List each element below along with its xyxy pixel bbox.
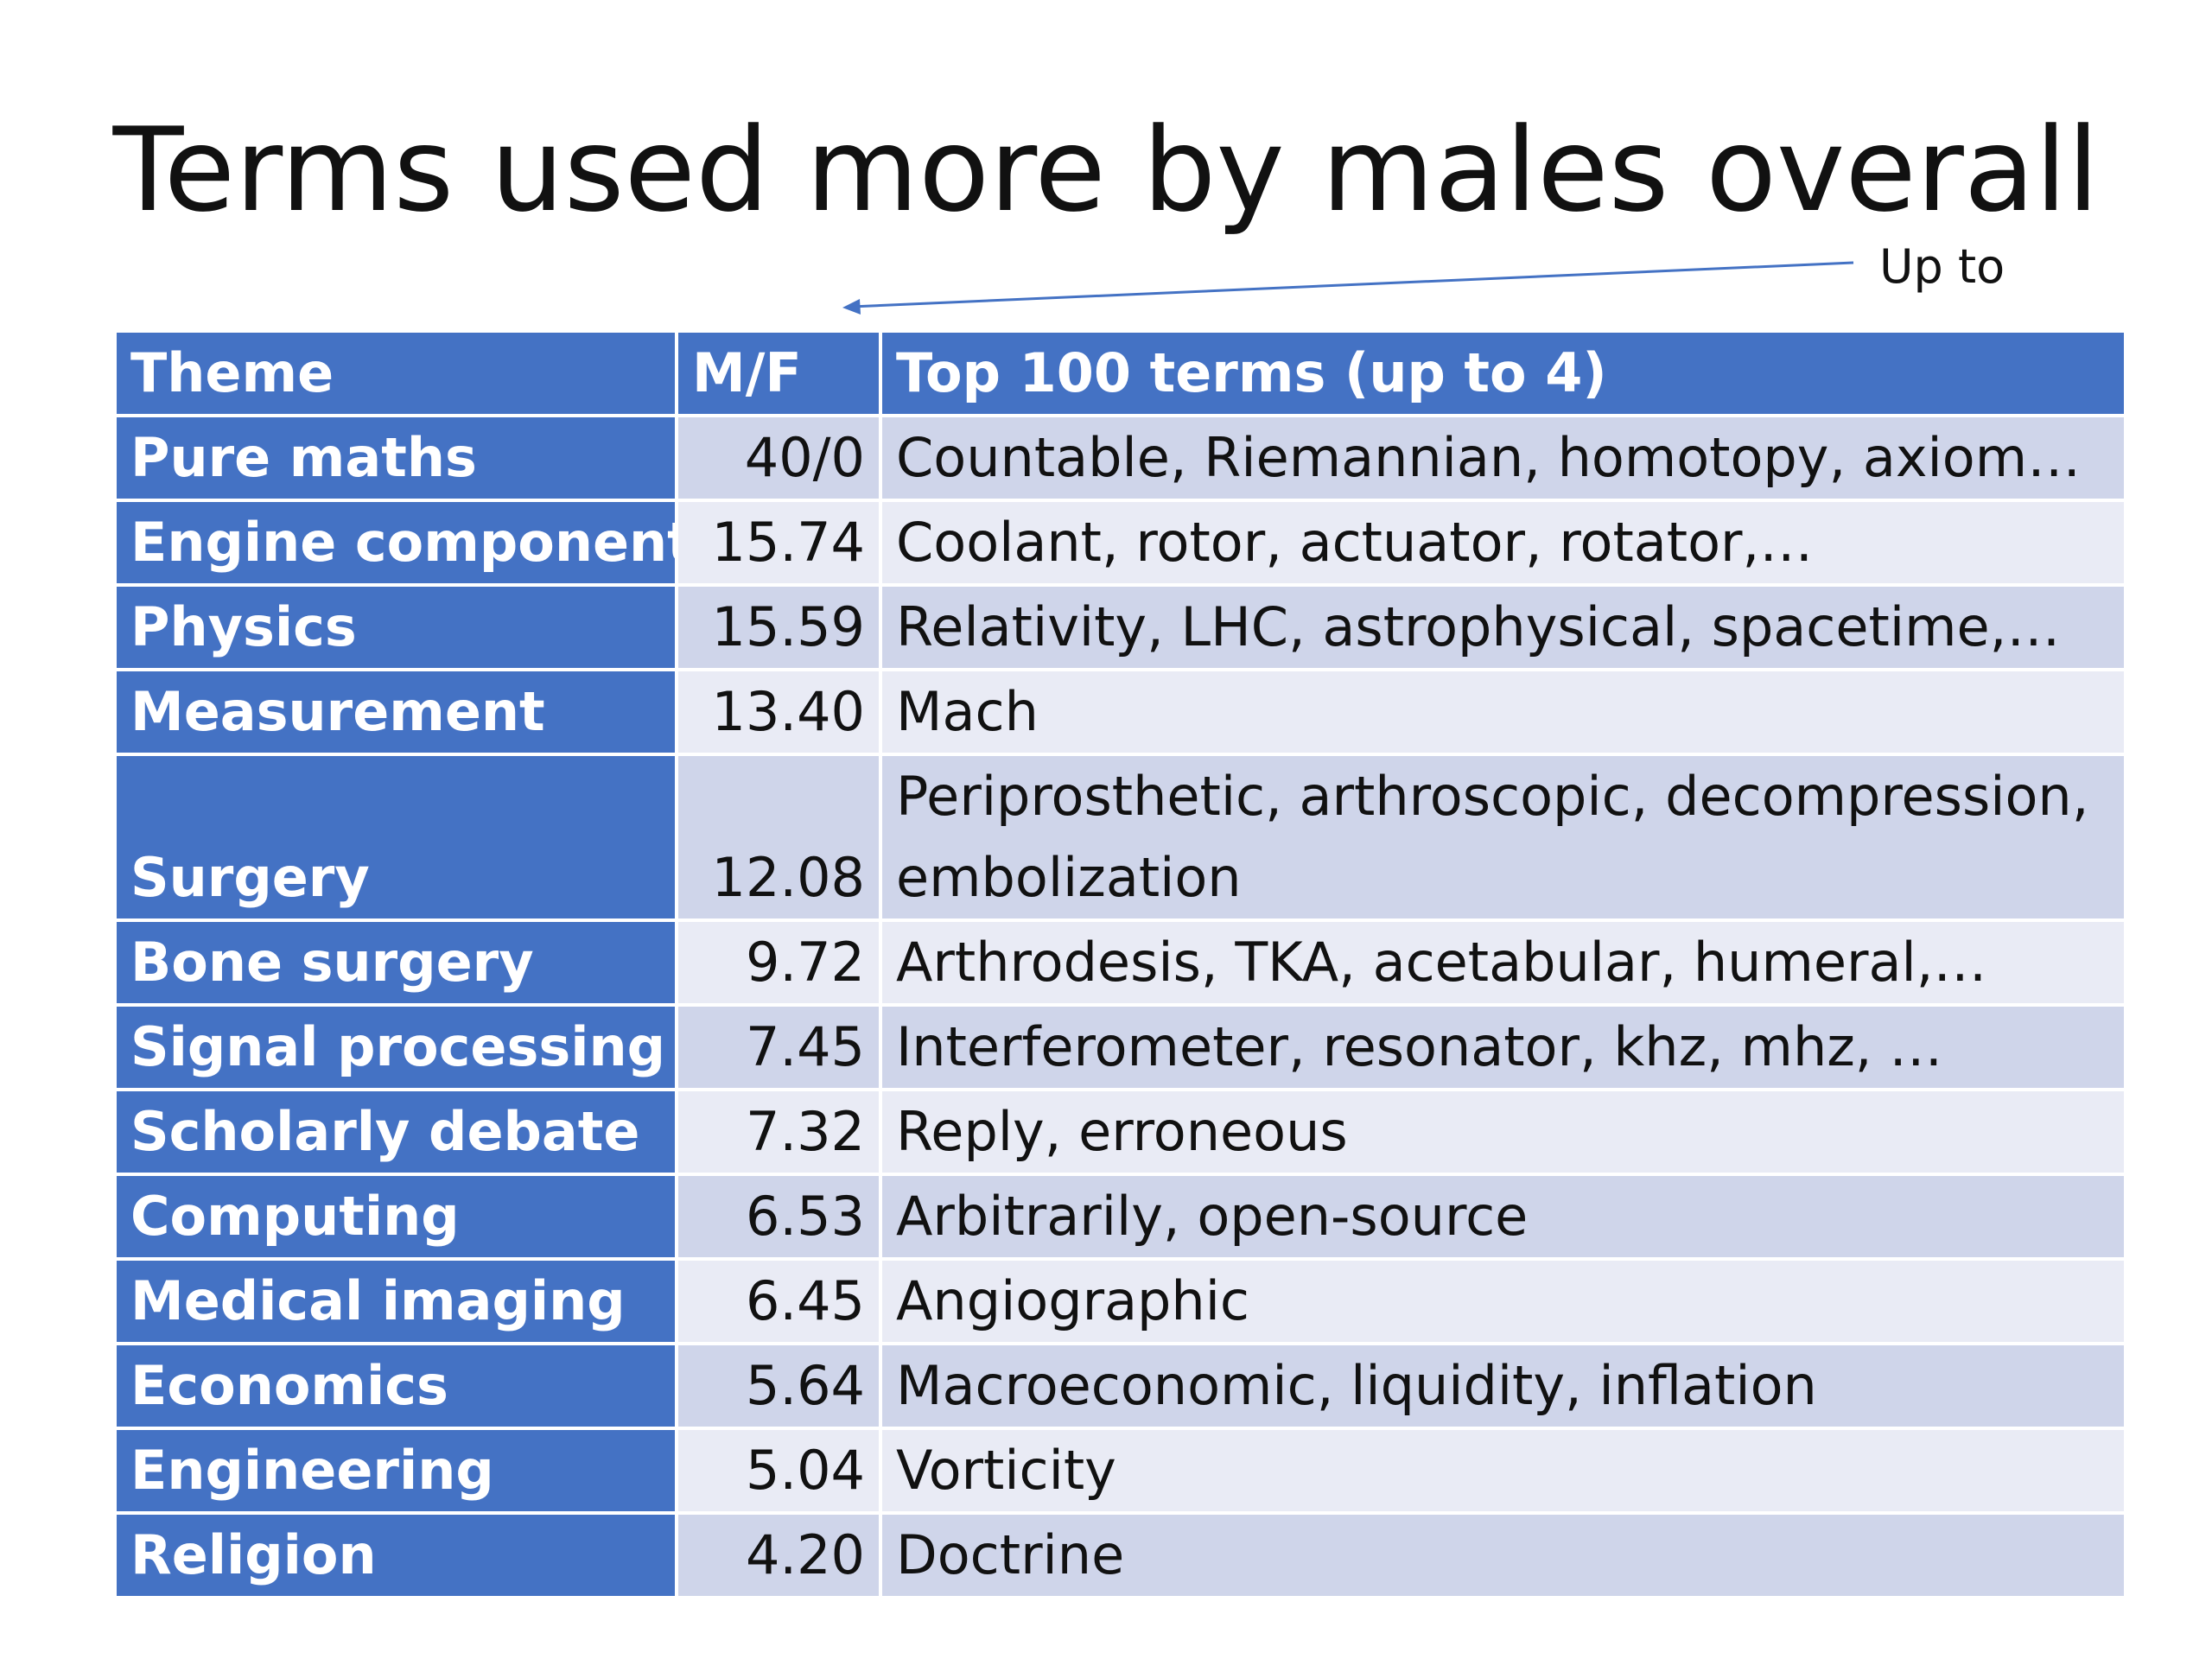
- table-row: Measurement 13.40 Mach: [113, 668, 2127, 756]
- table-row: Bone surgery 9.72 Arthrodesis, TKA, acet…: [113, 918, 2127, 1007]
- terms-cell: Vorticity: [879, 1427, 2127, 1515]
- theme-cell: Engine component: [113, 499, 678, 587]
- theme-cell: Surgery: [113, 753, 678, 922]
- terms-cell: Periprosthetic, arthroscopic, decompress…: [879, 753, 2127, 922]
- header-terms: Top 100 terms (up to 4): [879, 329, 2127, 417]
- annotation-arrow: [842, 261, 1854, 315]
- terms-cell: Relativity, LHC, astrophysical, spacetim…: [879, 583, 2127, 671]
- terms-cell: Arthrodesis, TKA, acetabular, humeral,…: [879, 918, 2127, 1007]
- terms-table: Theme M/F Top 100 terms (up to 4) Pure m…: [113, 329, 2127, 1599]
- table-row: Computing 6.53 Arbitrarily, open-source: [113, 1173, 2127, 1261]
- table-row: Signal processing 7.45 Interferometer, r…: [113, 1003, 2127, 1091]
- table-row: Engine component 15.74 Coolant, rotor, a…: [113, 499, 2127, 587]
- terms-cell: Angiographic: [879, 1257, 2127, 1345]
- theme-cell: Scholarly debate: [113, 1088, 678, 1176]
- theme-cell: Computing: [113, 1173, 678, 1261]
- ratio-cell: 4.20: [675, 1511, 882, 1599]
- terms-cell: Coolant, rotor, actuator, rotator,…: [879, 499, 2127, 587]
- theme-cell: Bone surgery: [113, 918, 678, 1007]
- theme-cell: Engineering: [113, 1427, 678, 1515]
- table-row: Engineering 5.04 Vorticity: [113, 1427, 2127, 1515]
- table-row: Pure maths 40/0 Countable, Riemannian, h…: [113, 414, 2127, 502]
- annotation-label: Up to: [1879, 239, 2005, 294]
- terms-cell: Interferometer, resonator, khz, mhz, …: [879, 1003, 2127, 1091]
- ratio-cell: 15.74: [675, 499, 882, 587]
- theme-cell: Measurement: [113, 668, 678, 756]
- table-row: Physics 15.59 Relativity, LHC, astrophys…: [113, 583, 2127, 671]
- ratio-cell: 15.59: [675, 583, 882, 671]
- ratio-cell: 6.45: [675, 1257, 882, 1345]
- table-row: Religion 4.20 Doctrine: [113, 1511, 2127, 1599]
- terms-cell: Reply, erroneous: [879, 1088, 2127, 1176]
- terms-cell: Doctrine: [879, 1511, 2127, 1599]
- table-row: Medical imaging 6.45 Angiographic: [113, 1257, 2127, 1345]
- table-row: Surgery 12.08 Periprosthetic, arthroscop…: [113, 753, 2127, 922]
- ratio-cell: 6.53: [675, 1173, 882, 1261]
- ratio-cell: 7.32: [675, 1088, 882, 1176]
- ratio-cell: 5.04: [675, 1427, 882, 1515]
- header-ratio: M/F: [675, 329, 882, 417]
- theme-cell: Economics: [113, 1342, 678, 1430]
- ratio-cell: 9.72: [675, 918, 882, 1007]
- terms-cell: Countable, Riemannian, homotopy, axiom…: [879, 414, 2127, 502]
- ratio-cell: 7.45: [675, 1003, 882, 1091]
- ratio-cell: 12.08: [675, 753, 882, 922]
- table-header-row: Theme M/F Top 100 terms (up to 4): [113, 329, 2127, 417]
- table-row: Economics 5.64 Macroeconomic, liquidity,…: [113, 1342, 2127, 1430]
- theme-cell: Signal processing: [113, 1003, 678, 1091]
- ratio-cell: 13.40: [675, 668, 882, 756]
- theme-cell: Physics: [113, 583, 678, 671]
- slide-title: Terms used more by males overall: [112, 103, 2100, 238]
- theme-cell: Religion: [113, 1511, 678, 1599]
- theme-cell: Medical imaging: [113, 1257, 678, 1345]
- table-row: Scholarly debate 7.32 Reply, erroneous: [113, 1088, 2127, 1176]
- ratio-cell: 5.64: [675, 1342, 882, 1430]
- terms-cell: Arbitrarily, open-source: [879, 1173, 2127, 1261]
- theme-cell: Pure maths: [113, 414, 678, 502]
- ratio-cell: 40/0: [675, 414, 882, 502]
- terms-cell: Mach: [879, 668, 2127, 756]
- terms-cell: Macroeconomic, liquidity, inflation: [879, 1342, 2127, 1430]
- header-theme: Theme: [113, 329, 678, 417]
